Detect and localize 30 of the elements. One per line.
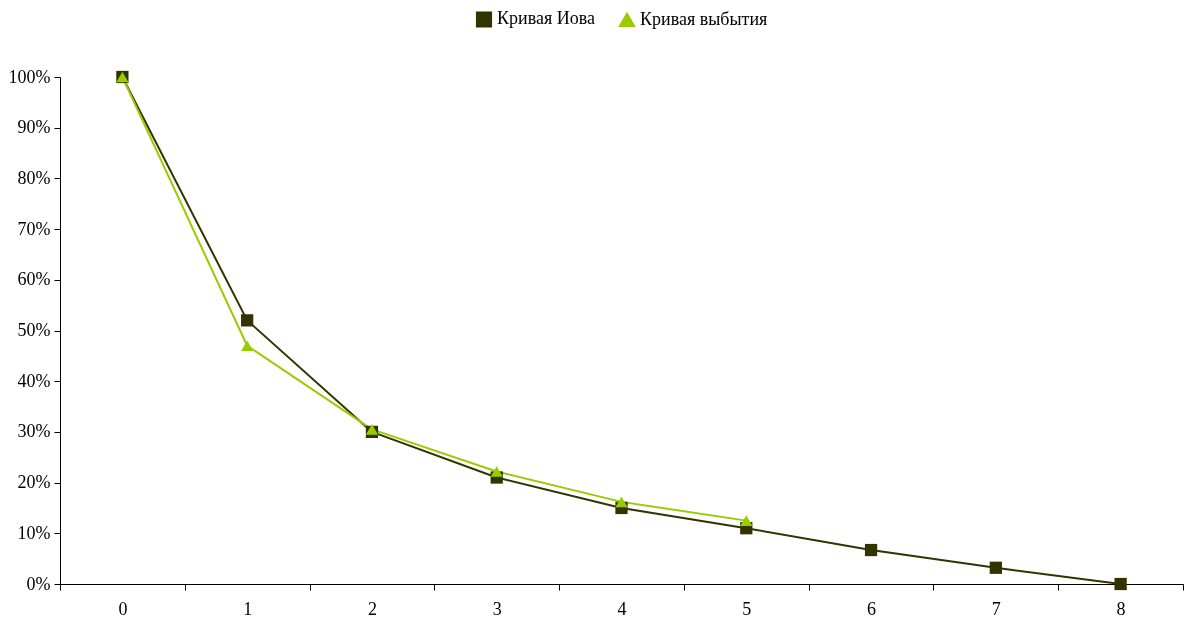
point: [490, 466, 503, 477]
legend-label: Кривая Иова: [497, 8, 595, 29]
y-tick-label: 90%: [17, 117, 51, 138]
y-tick-label: 50%: [17, 320, 51, 340]
point: [740, 515, 753, 526]
y-tick-label: 20%: [17, 472, 51, 493]
y-tick-label: 80%: [17, 167, 51, 188]
x-tick-label: 3: [492, 598, 502, 619]
y-tick-label: 100%: [8, 66, 51, 87]
y-tick-label: 10%: [17, 522, 51, 543]
y-tick-label: 0%: [26, 573, 51, 594]
x-tick-label: 2: [367, 598, 377, 619]
y-tick-label: 40%: [17, 370, 51, 391]
y-tick-label: 70%: [17, 218, 51, 239]
x-tick-label: 0: [118, 598, 128, 619]
point: [864, 543, 878, 557]
legend-label: Кривая выбытия: [640, 8, 768, 29]
point: [615, 496, 628, 508]
x-tick-label: 5: [742, 598, 752, 619]
x-tick-label: 6: [867, 598, 877, 619]
x-tick-label: 7: [991, 598, 1001, 619]
x-tick-label: 8: [1116, 598, 1126, 619]
point: [1114, 577, 1127, 591]
y-tick-label: 60%: [17, 269, 51, 290]
x-tick-label: 1: [243, 598, 253, 619]
point: [241, 340, 254, 352]
x-tick-label: 4: [617, 598, 627, 619]
point: [241, 314, 254, 327]
y-tick-label: 30%: [17, 421, 51, 442]
point: [989, 561, 1002, 574]
